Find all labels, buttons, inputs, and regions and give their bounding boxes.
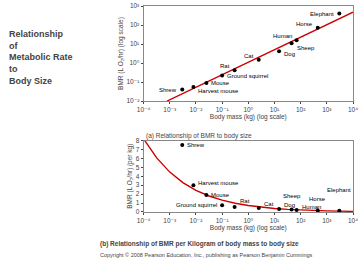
svg-text:10⁻³: 10⁻³ <box>163 217 177 224</box>
svg-text:2: 2 <box>136 190 140 197</box>
svg-text:8: 8 <box>136 137 140 144</box>
svg-text:10⁰: 10⁰ <box>243 217 253 224</box>
svg-text:5: 5 <box>136 164 140 171</box>
svg-text:10⁻³: 10⁻³ <box>163 106 177 113</box>
svg-text:10⁰: 10⁰ <box>243 106 253 113</box>
svg-text:Horse: Horse <box>309 196 326 202</box>
svg-text:7: 7 <box>136 146 140 153</box>
svg-text:Shrew: Shrew <box>159 87 177 93</box>
svg-text:Dog: Dog <box>284 51 295 57</box>
svg-text:10²: 10² <box>296 217 306 224</box>
svg-text:10²: 10² <box>296 106 306 113</box>
svg-text:Mouse: Mouse <box>211 80 230 86</box>
svg-text:BMR (L O₂/hr) (log scale): BMR (L O₂/hr) (log scale) <box>117 17 125 90</box>
svg-text:Sheep: Sheep <box>283 193 301 199</box>
svg-text:Body mass (kg) (log scale): Body mass (kg) (log scale) <box>210 224 287 232</box>
svg-text:Dog: Dog <box>284 202 295 208</box>
svg-text:Ground squirrel: Ground squirrel <box>227 73 268 79</box>
svg-text:(b) Relationship of BMR per Ki: (b) Relationship of BMR per Kilogram of … <box>100 240 299 248</box>
svg-text:10⁴: 10⁴ <box>348 217 358 224</box>
svg-text:10⁻¹: 10⁻¹ <box>216 106 230 113</box>
svg-text:3: 3 <box>136 181 140 188</box>
svg-text:RelationshipofMetabolic Rateto: RelationshipofMetabolic RatetoBody Size <box>9 29 73 86</box>
svg-text:Rat: Rat <box>220 63 230 69</box>
svg-text:10²: 10² <box>130 21 140 28</box>
svg-text:Cat: Cat <box>264 201 274 207</box>
svg-text:10⁻²: 10⁻² <box>190 217 204 224</box>
svg-text:4: 4 <box>136 173 140 180</box>
svg-text:10³: 10³ <box>322 106 332 113</box>
svg-text:10⁻¹: 10⁻¹ <box>216 217 230 224</box>
svg-text:10⁻²: 10⁻² <box>190 106 204 113</box>
svg-text:10³: 10³ <box>322 217 332 224</box>
svg-text:10⁰: 10⁰ <box>129 59 139 66</box>
svg-text:Shrew: Shrew <box>187 142 205 148</box>
svg-text:10⁻⁴: 10⁻⁴ <box>137 217 151 224</box>
svg-text:Ground squirrel: Ground squirrel <box>176 202 217 208</box>
svg-text:BMR (L O₂/hr) (per kg): BMR (L O₂/hr) (per kg) <box>126 144 134 209</box>
svg-text:Sheep: Sheep <box>297 45 315 51</box>
svg-text:10⁴: 10⁴ <box>348 106 358 113</box>
svg-text:Cat: Cat <box>244 53 254 59</box>
svg-text:10⁻⁴: 10⁻⁴ <box>137 106 151 113</box>
svg-text:Rat: Rat <box>240 198 250 204</box>
svg-text:1: 1 <box>136 199 140 206</box>
svg-text:Elephant: Elephant <box>310 11 334 17</box>
svg-text:0: 0 <box>136 208 140 215</box>
svg-text:Copyright © 2008 Pearson Educa: Copyright © 2008 Pearson Education, Inc.… <box>100 252 313 258</box>
svg-text:Body mass (kg) (log scale): Body mass (kg) (log scale) <box>210 113 287 121</box>
svg-text:10¹: 10¹ <box>270 217 280 224</box>
svg-text:10⁻¹: 10⁻¹ <box>126 78 140 85</box>
svg-text:(a) Relationship of BMR to bod: (a) Relationship of BMR to body size <box>146 132 252 140</box>
svg-text:Human: Human <box>273 33 292 39</box>
svg-text:10⁻²: 10⁻² <box>126 97 140 104</box>
svg-text:Harvest mouse: Harvest mouse <box>198 180 239 186</box>
svg-text:Horse: Horse <box>296 21 313 27</box>
svg-text:10¹: 10¹ <box>270 106 280 113</box>
svg-text:Harvest mouse: Harvest mouse <box>198 88 239 94</box>
svg-text:Human: Human <box>302 204 321 210</box>
svg-text:10³: 10³ <box>130 2 140 9</box>
svg-text:6: 6 <box>136 155 140 162</box>
svg-text:Elephant: Elephant <box>327 187 351 193</box>
svg-text:Mouse: Mouse <box>211 192 230 198</box>
svg-text:10¹: 10¹ <box>130 40 140 47</box>
